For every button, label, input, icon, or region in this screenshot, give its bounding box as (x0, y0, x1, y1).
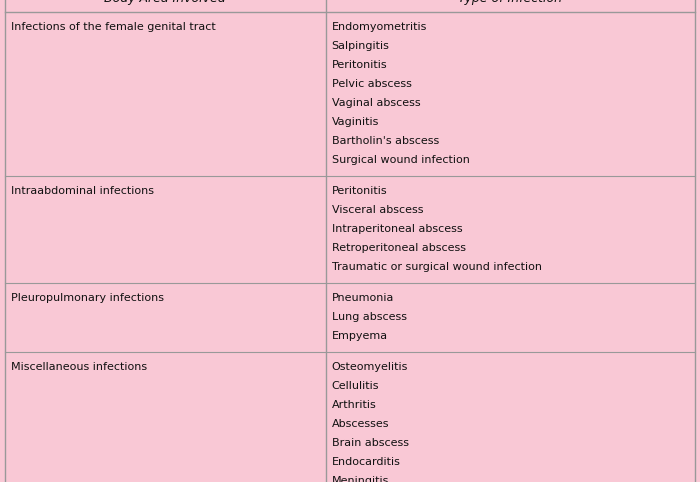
Text: Peritonitis: Peritonitis (332, 60, 387, 70)
Text: Abscesses: Abscesses (332, 419, 389, 429)
Text: Traumatic or surgical wound infection: Traumatic or surgical wound infection (332, 262, 542, 272)
Text: Empyema: Empyema (332, 331, 388, 341)
Text: Body Area Involved: Body Area Involved (104, 0, 226, 5)
Text: Surgical wound infection: Surgical wound infection (332, 155, 470, 165)
Text: Pleuropulmonary infections: Pleuropulmonary infections (11, 293, 164, 303)
Text: Lung abscess: Lung abscess (332, 312, 407, 322)
Text: Vaginal abscess: Vaginal abscess (332, 98, 420, 108)
Text: Cellulitis: Cellulitis (332, 381, 379, 391)
Text: Osteomyelitis: Osteomyelitis (332, 362, 408, 372)
Text: Retroperitoneal abscess: Retroperitoneal abscess (332, 243, 466, 253)
Text: Type of Infection: Type of Infection (458, 0, 562, 5)
Text: Endocarditis: Endocarditis (332, 457, 400, 467)
Text: Pelvic abscess: Pelvic abscess (332, 79, 412, 89)
Text: Infections of the female genital tract: Infections of the female genital tract (11, 22, 216, 32)
Text: Visceral abscess: Visceral abscess (332, 205, 423, 215)
Text: Vaginitis: Vaginitis (332, 117, 379, 127)
Text: Pneumonia: Pneumonia (332, 293, 394, 303)
Text: Intraabdominal infections: Intraabdominal infections (11, 186, 154, 196)
Text: Endomyometritis: Endomyometritis (332, 22, 427, 32)
Text: Arthritis: Arthritis (332, 400, 377, 410)
Text: Brain abscess: Brain abscess (332, 438, 409, 448)
Text: Intraperitoneal abscess: Intraperitoneal abscess (332, 224, 462, 234)
Text: Miscellaneous infections: Miscellaneous infections (11, 362, 147, 372)
Text: Meningitis: Meningitis (332, 476, 389, 482)
Text: Bartholin's abscess: Bartholin's abscess (332, 136, 439, 146)
Text: Peritonitis: Peritonitis (332, 186, 387, 196)
Text: Salpingitis: Salpingitis (332, 41, 389, 51)
